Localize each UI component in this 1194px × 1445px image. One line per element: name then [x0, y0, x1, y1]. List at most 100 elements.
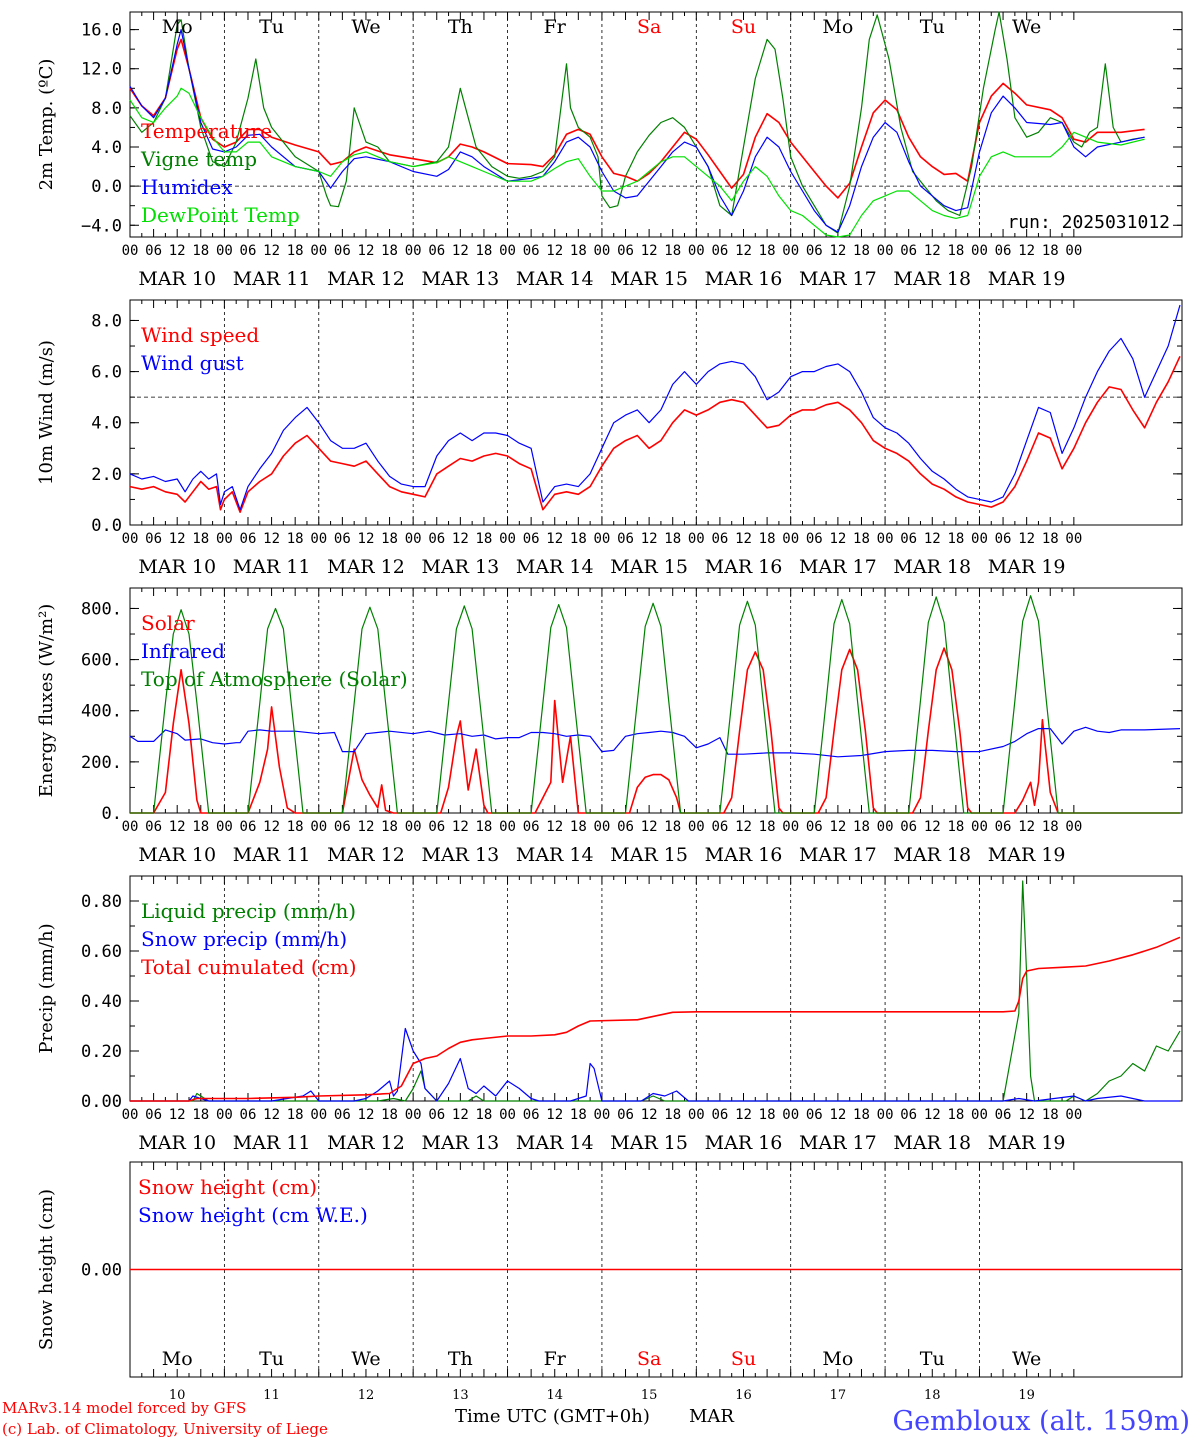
hour-tick-label: 12: [924, 531, 941, 547]
hour-tick-label: 12: [546, 1107, 563, 1123]
hour-tick-label: 12: [358, 531, 375, 547]
hour-tick-label: 06: [995, 1107, 1012, 1123]
hour-tick-label: 00: [216, 819, 233, 835]
hour-tick-label: 18: [664, 531, 681, 547]
hour-tick-label: 06: [617, 531, 634, 547]
series-line: [130, 936, 1181, 1102]
copyright-credit: (c) Lab. of Climatology, University of L…: [2, 1420, 328, 1438]
y-tick-label: 16.0: [81, 21, 122, 41]
date-label: MAR 11: [233, 844, 311, 866]
hour-tick-label: 00: [593, 819, 610, 835]
hour-tick-label: 00: [782, 819, 799, 835]
hour-tick-label: 06: [428, 1107, 445, 1123]
series-line: [130, 647, 1180, 814]
y-tick-label: 400.: [81, 702, 122, 722]
series-line: [129, 38, 1145, 199]
weekday-label: Mo: [822, 1348, 853, 1370]
hour-tick-label: 18: [853, 1107, 870, 1123]
hour-tick-label: 18: [476, 243, 493, 259]
weekday-label: Tu: [920, 16, 945, 38]
series-line: [129, 726, 1181, 758]
hour-tick-label: 00: [122, 243, 139, 259]
hour-tick-label: 18: [664, 1107, 681, 1123]
day-number-label: 16: [735, 1388, 752, 1403]
legend-entry: Snow height (cm W.E.): [138, 1203, 368, 1227]
date-label: MAR 13: [421, 268, 499, 290]
date-label: MAR 10: [138, 556, 216, 578]
hour-tick-label: 00: [688, 1107, 705, 1123]
hour-tick-label: 12: [829, 819, 846, 835]
hour-tick-label: 12: [169, 819, 186, 835]
date-label: MAR 10: [138, 844, 216, 866]
hour-tick-label: 06: [806, 819, 823, 835]
legend-entry: DewPoint Temp: [141, 203, 300, 227]
weekday-label: Tu: [259, 16, 284, 38]
day-number-label: 13: [452, 1388, 469, 1403]
hour-tick-label: 18: [1042, 531, 1059, 547]
date-label: MAR 16: [705, 844, 783, 866]
date-label: MAR 14: [516, 268, 594, 290]
hour-tick-label: 12: [735, 1107, 752, 1123]
hour-tick-label: 06: [240, 819, 257, 835]
y-tick-label: 2.0: [91, 465, 122, 485]
hour-tick-label: 12: [452, 531, 469, 547]
weekday-label: Tu: [920, 1348, 945, 1370]
hour-tick-label: 00: [877, 819, 894, 835]
hour-tick-label: 18: [192, 243, 209, 259]
hour-tick-label: 00: [1065, 243, 1082, 259]
hour-tick-label: 06: [145, 819, 162, 835]
x-axis-title: Time UTC (GMT+0h): [455, 1406, 650, 1427]
panel-precip: 0.00 0.20 0.40 0.60 0.80 Precip (mm/h) Liquid …: [36, 875, 1183, 1154]
y-tick-label: 200.: [81, 753, 122, 773]
hour-tick-label: 00: [877, 531, 894, 547]
date-label: MAR 16: [705, 556, 783, 578]
weekday-label: We: [1012, 1348, 1041, 1370]
weekday-label: We: [351, 16, 380, 38]
hour-tick-label: 06: [617, 243, 634, 259]
day-number-label: 18: [924, 1388, 941, 1403]
y-tick-label: 600.: [81, 651, 122, 671]
hour-tick-label: 12: [546, 243, 563, 259]
hour-tick-label: 00: [310, 819, 327, 835]
hour-tick-label: 06: [145, 531, 162, 547]
date-label: MAR 19: [988, 268, 1066, 290]
legend-entry: Top of Atmosphere (Solar): [141, 667, 408, 691]
date-label: MAR 18: [893, 1132, 971, 1154]
date-label: MAR 17: [799, 844, 877, 866]
date-label: MAR 13: [421, 556, 499, 578]
hour-tick-label: 06: [995, 243, 1012, 259]
hour-tick-label: 12: [1018, 1107, 1035, 1123]
weekday-label: Su: [731, 16, 756, 38]
day-number-label: 14: [546, 1388, 563, 1403]
weekday-label: Fr: [544, 16, 567, 38]
hour-tick-label: 00: [310, 243, 327, 259]
hour-tick-label: 00: [593, 1107, 610, 1123]
hour-tick-label: 18: [570, 531, 587, 547]
hour-tick-label: 12: [1018, 531, 1035, 547]
date-label: MAR 12: [327, 844, 405, 866]
hour-tick-label: 18: [759, 531, 776, 547]
hour-tick-label: 06: [711, 1107, 728, 1123]
x-axis-month: MAR: [689, 1406, 734, 1427]
legend-entry: Temperature: [141, 119, 272, 143]
y-tick-label: 0.20: [81, 1042, 122, 1062]
y-tick-label: −4.0: [81, 216, 122, 236]
y-tick-label: 0.: [102, 804, 122, 824]
hour-tick-label: 18: [381, 531, 398, 547]
hour-tick-label: 12: [641, 1107, 658, 1123]
legend-entry: Infrared: [141, 639, 225, 663]
date-label: MAR 15: [610, 268, 688, 290]
date-label: MAR 12: [327, 268, 405, 290]
legend-entry: Solar: [141, 611, 195, 635]
day-number-label: 19: [1018, 1388, 1035, 1403]
y-tick-label: 8.0: [91, 99, 122, 119]
hour-tick-label: 12: [358, 243, 375, 259]
y-tick-label: 0.60: [81, 942, 122, 962]
y-tick-label: 4.0: [91, 414, 122, 434]
hour-tick-label: 18: [947, 1107, 964, 1123]
weekday-label: We: [1012, 16, 1041, 38]
hour-tick-label: 06: [240, 1107, 257, 1123]
hour-tick-label: 06: [900, 1107, 917, 1123]
hour-tick-label: 00: [216, 243, 233, 259]
hour-tick-label: 18: [476, 819, 493, 835]
